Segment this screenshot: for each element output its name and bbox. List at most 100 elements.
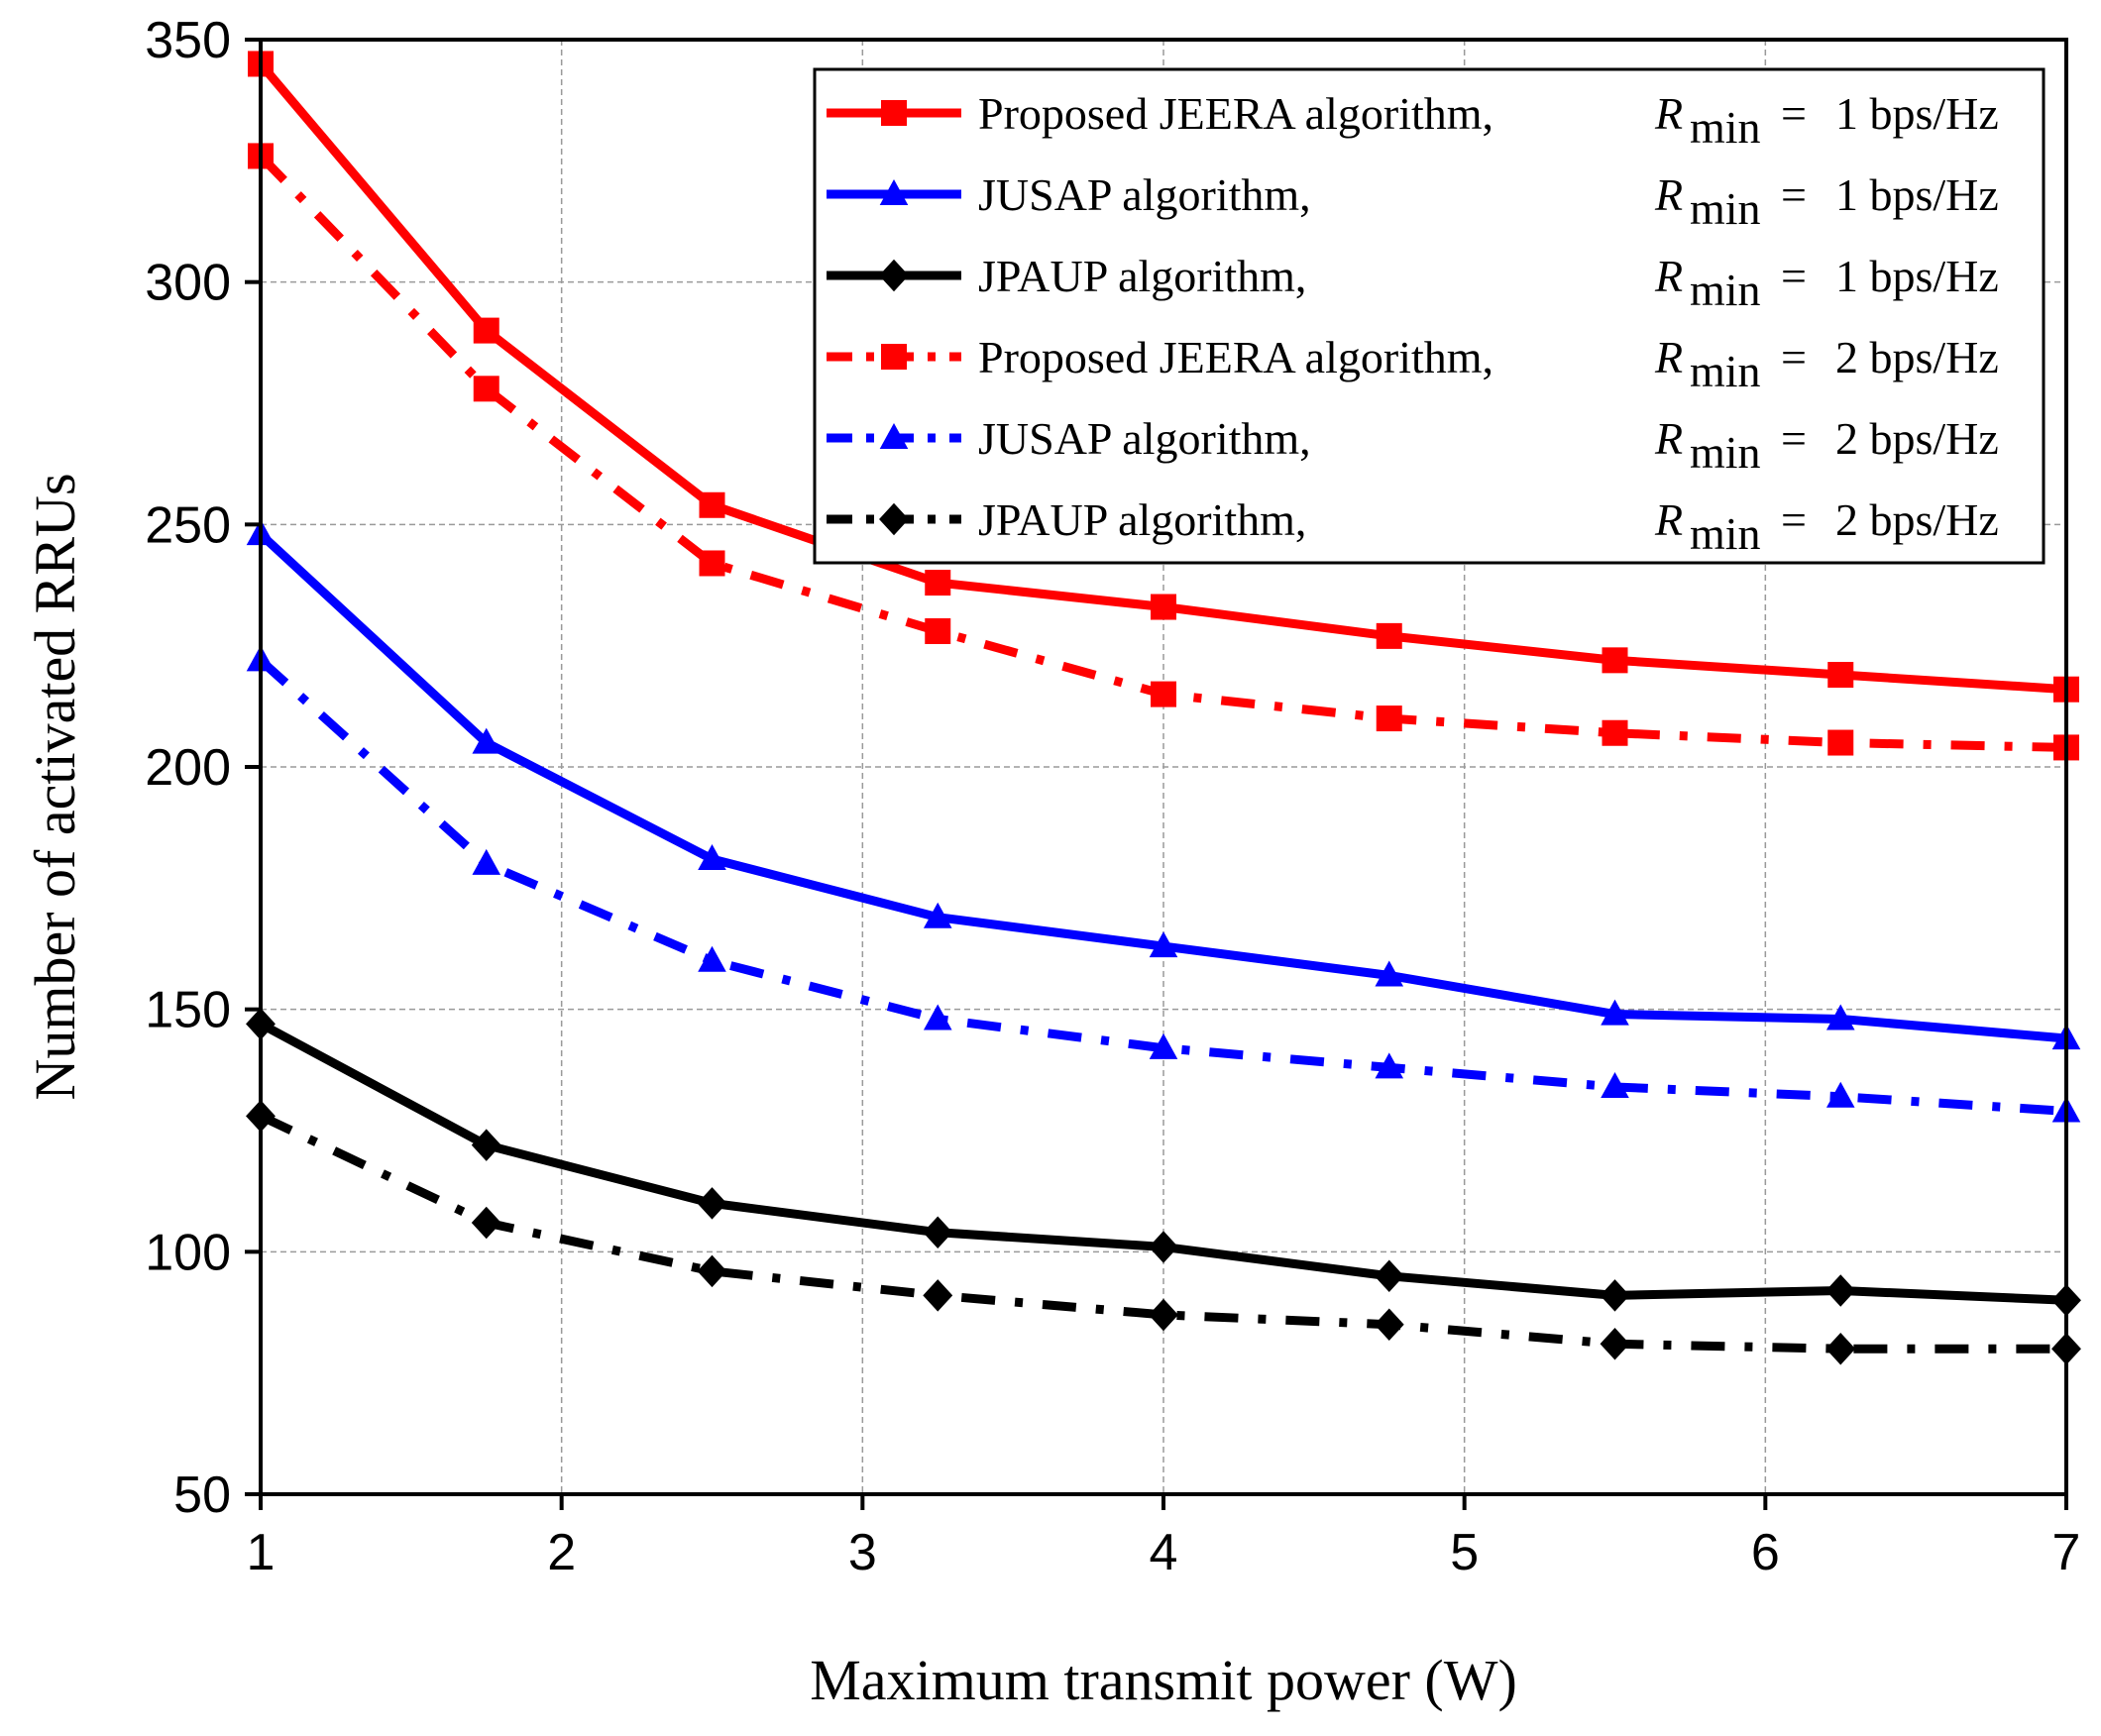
data-point xyxy=(1600,1328,1630,1360)
legend-r-symbol: R xyxy=(1654,169,1683,220)
legend-equals: = xyxy=(1781,169,1807,220)
legend-label: JUSAP algorithm, xyxy=(978,169,1311,220)
y-tick-label: 300 xyxy=(145,255,231,312)
data-point xyxy=(1374,1308,1404,1341)
legend-rmin-value: 1 bps/Hz xyxy=(1835,251,1999,301)
data-point xyxy=(923,1279,953,1312)
series-4 xyxy=(248,143,2079,761)
legend-rmin-value: 2 bps/Hz xyxy=(1835,494,1999,545)
data-point xyxy=(1600,1279,1630,1312)
data-point xyxy=(1149,1298,1178,1332)
series-layer xyxy=(246,51,2081,1365)
legend-r-subscript: min xyxy=(1690,265,1761,315)
data-point xyxy=(1825,1332,1856,1365)
data-point xyxy=(1376,622,1402,649)
legend-equals: = xyxy=(1781,413,1807,464)
data-point xyxy=(697,1254,727,1288)
x-tick-label: 3 xyxy=(848,1524,877,1581)
data-point xyxy=(1825,1274,1856,1307)
legend-r-subscript: min xyxy=(1690,102,1761,153)
legend-marker xyxy=(879,423,909,450)
data-point xyxy=(1827,662,1854,689)
x-tick-label: 2 xyxy=(547,1524,576,1581)
legend-label: JPAUP algorithm, xyxy=(978,251,1306,301)
legend-r-subscript: min xyxy=(1690,508,1761,559)
legend-r-symbol: R xyxy=(1654,88,1683,139)
legend-equals: = xyxy=(1781,494,1807,545)
legend-rmin-value: 1 bps/Hz xyxy=(1835,88,1999,139)
x-tick-label: 1 xyxy=(247,1524,276,1581)
legend-marker xyxy=(879,179,909,206)
x-tick-label: 6 xyxy=(1751,1524,1780,1581)
data-point xyxy=(1151,594,1176,620)
y-tick-label: 50 xyxy=(173,1466,231,1524)
data-point xyxy=(1151,681,1176,707)
legend-equals: = xyxy=(1781,251,1807,301)
x-tick-label: 4 xyxy=(1150,1524,1178,1581)
data-point xyxy=(923,1004,952,1031)
data-point xyxy=(473,376,499,402)
data-point xyxy=(1149,1231,1178,1263)
data-point xyxy=(925,570,951,597)
data-point xyxy=(698,844,726,871)
legend-equals: = xyxy=(1781,88,1807,139)
data-point xyxy=(1602,719,1628,746)
legend-box xyxy=(813,67,2046,565)
legend-marker xyxy=(879,259,909,292)
x-tick-label: 5 xyxy=(1450,1524,1479,1581)
legend-r-subscript: min xyxy=(1690,427,1761,478)
legend-r-symbol: R xyxy=(1654,332,1683,382)
legend-label: Proposed JEERA algorithm, xyxy=(978,88,1493,139)
x-tick-label: 7 xyxy=(2052,1524,2081,1581)
legend-label: Proposed JEERA algorithm, xyxy=(978,332,1493,382)
data-point xyxy=(472,848,501,875)
data-point xyxy=(1376,705,1402,732)
legend-label: JPAUP algorithm, xyxy=(978,494,1306,545)
legend-rmin-value: 2 bps/Hz xyxy=(1835,413,1999,464)
data-point xyxy=(1601,1072,1629,1099)
data-point xyxy=(1825,1004,1855,1031)
y-axis-title: Number of activated RRUs xyxy=(23,473,87,1100)
y-tick-label: 250 xyxy=(145,496,231,554)
data-point xyxy=(923,902,952,928)
data-point xyxy=(699,491,725,518)
y-tick-label: 150 xyxy=(145,982,231,1039)
data-point xyxy=(697,1187,727,1220)
data-point xyxy=(471,1129,501,1161)
data-point xyxy=(1149,1032,1178,1059)
legend-marker xyxy=(881,344,907,370)
data-point xyxy=(1375,1052,1404,1079)
legend-label: JUSAP algorithm, xyxy=(978,413,1311,464)
data-point xyxy=(1602,647,1628,674)
data-point xyxy=(471,1206,501,1240)
legend-equals: = xyxy=(1781,332,1807,382)
data-point xyxy=(1825,1081,1855,1108)
series-line xyxy=(257,657,2067,1116)
data-point xyxy=(473,317,499,344)
legend-rmin-value: 2 bps/Hz xyxy=(1835,332,1999,382)
legend-r-symbol: R xyxy=(1654,494,1683,545)
data-point xyxy=(925,617,951,644)
legend-marker xyxy=(881,100,907,126)
data-point xyxy=(1374,1259,1404,1293)
data-point xyxy=(1827,729,1854,756)
series-6 xyxy=(246,1100,2081,1365)
data-point xyxy=(1149,931,1178,958)
x-axis-title: Maximum transmit power (W) xyxy=(810,1648,1517,1712)
y-tick-label: 100 xyxy=(145,1224,231,1281)
legend-r-subscript: min xyxy=(1690,183,1761,234)
legend-marker xyxy=(879,502,909,536)
series-5 xyxy=(246,645,2081,1123)
data-point xyxy=(1601,999,1629,1026)
ticks: 1 2 3 4 5 6 7 50 100 150 200 250 300 350 xyxy=(145,12,2080,1581)
series-line xyxy=(259,1112,2066,1354)
data-point xyxy=(699,550,725,577)
